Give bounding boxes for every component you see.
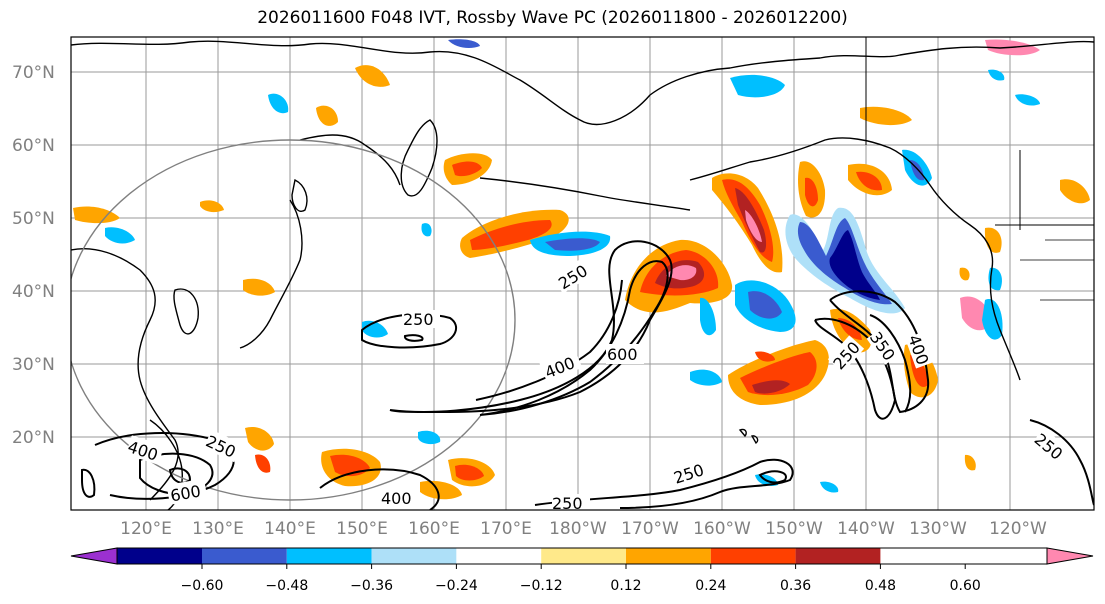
colorbar-tick-label: −0.24 bbox=[435, 578, 478, 594]
colorbar-tick-label: 0.24 bbox=[695, 578, 726, 594]
colorbar-extend-right bbox=[1046, 547, 1094, 565]
contour-label: 250 bbox=[552, 494, 583, 513]
contour-label: 400 bbox=[381, 489, 412, 508]
lat-label: 70°N bbox=[12, 63, 55, 83]
ivt-contours bbox=[81, 240, 1094, 510]
lon-label: 170°E bbox=[480, 519, 532, 539]
contour-label: 250 bbox=[403, 310, 434, 329]
colorbar-bin bbox=[541, 548, 626, 564]
colorbar-tick-label: 0.12 bbox=[610, 578, 641, 594]
lon-label: 140°E bbox=[264, 519, 316, 539]
colorbar-bin bbox=[117, 548, 202, 564]
longitude-labels: 120°E 130°E 140°E 150°E 160°E 170°E 180°… bbox=[120, 519, 1047, 539]
lat-label: 30°N bbox=[12, 355, 55, 375]
lon-label: 120°E bbox=[120, 519, 172, 539]
lon-label: 170°W bbox=[621, 519, 679, 539]
lat-label: 50°N bbox=[12, 209, 55, 229]
contour-label: 600 bbox=[607, 345, 638, 364]
colorbar-tick-label: −0.12 bbox=[520, 578, 563, 594]
colorbar-tick-label: −0.36 bbox=[350, 578, 393, 594]
colorbar-bin bbox=[202, 548, 287, 564]
lon-label: 130°E bbox=[192, 519, 244, 539]
lon-label: 150°E bbox=[336, 519, 388, 539]
colorbar: −0.60 −0.48 −0.36 −0.24 −0.12 0.12 0.24 0.36 0.4… bbox=[70, 547, 1094, 594]
reference-circle bbox=[71, 139, 516, 501]
colorbar-bin bbox=[456, 548, 542, 564]
map-title: 2026011600 F048 IVT, Rossby Wave PC (202… bbox=[257, 8, 848, 28]
colorbar-bin bbox=[626, 548, 711, 564]
colorbar-frame bbox=[116, 547, 1048, 565]
colorbar-tick-label: 0.48 bbox=[865, 578, 896, 594]
lon-label: 160°E bbox=[408, 519, 460, 539]
graticule bbox=[71, 37, 1094, 510]
lat-label: 40°N bbox=[12, 282, 55, 302]
colorbar-extend-left bbox=[70, 547, 118, 565]
lon-label: 180°W bbox=[549, 519, 607, 539]
lon-label: 130°W bbox=[909, 519, 967, 539]
lat-label: 60°N bbox=[12, 136, 55, 156]
colorbar-bin bbox=[710, 548, 796, 564]
lon-label: 160°W bbox=[693, 519, 751, 539]
lat-label: 20°N bbox=[12, 428, 55, 448]
coastlines bbox=[71, 37, 1094, 510]
colorbar-tick-label: −0.48 bbox=[265, 578, 308, 594]
colorbar-bin bbox=[795, 548, 881, 564]
colorbar-tick-label: 0.36 bbox=[780, 578, 811, 594]
pc-anomaly-fill bbox=[73, 39, 1090, 500]
map-frame bbox=[70, 36, 1095, 511]
lon-label: 140°W bbox=[837, 519, 895, 539]
colorbar-tick-label: 0.60 bbox=[950, 578, 981, 594]
colorbar-bin bbox=[371, 548, 457, 564]
colorbar-bin bbox=[286, 548, 372, 564]
latitude-labels: 70°N 60°N 50°N 40°N 30°N 20°N bbox=[12, 63, 55, 448]
colorbar-tick-label: −0.60 bbox=[181, 578, 224, 594]
lon-label: 150°W bbox=[765, 519, 823, 539]
lon-label: 120°W bbox=[989, 519, 1047, 539]
